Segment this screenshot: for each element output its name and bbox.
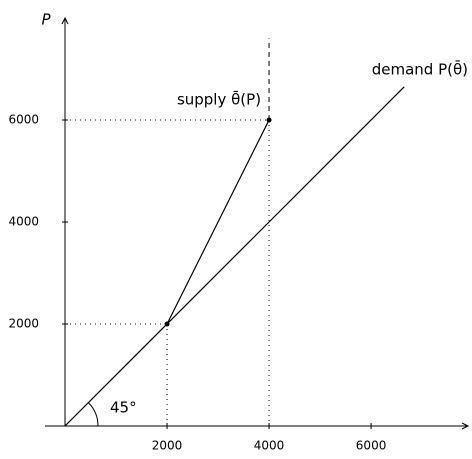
- y-tick-label: 4000: [8, 215, 39, 229]
- chart: P 2000 4000 6000 2000 4000 6000 45° demand P(θ̄…: [0, 0, 472, 459]
- series-label: demand P(θ̄): [372, 60, 468, 79]
- point: [267, 118, 272, 123]
- x-tick-label: 2000: [152, 439, 183, 453]
- angle-label: 45°: [110, 399, 137, 417]
- angle-arc: [88, 403, 98, 426]
- x-tick-label: 4000: [254, 439, 285, 453]
- point: [165, 322, 170, 327]
- series-line: [65, 87, 404, 426]
- series-label: supply θ̄(P): [177, 90, 261, 109]
- x-tick-label: 6000: [356, 439, 387, 453]
- series-line: [167, 120, 269, 324]
- y-tick-label: 2000: [8, 317, 39, 331]
- y-axis-label: P: [41, 11, 51, 29]
- y-tick-label: 6000: [8, 113, 39, 127]
